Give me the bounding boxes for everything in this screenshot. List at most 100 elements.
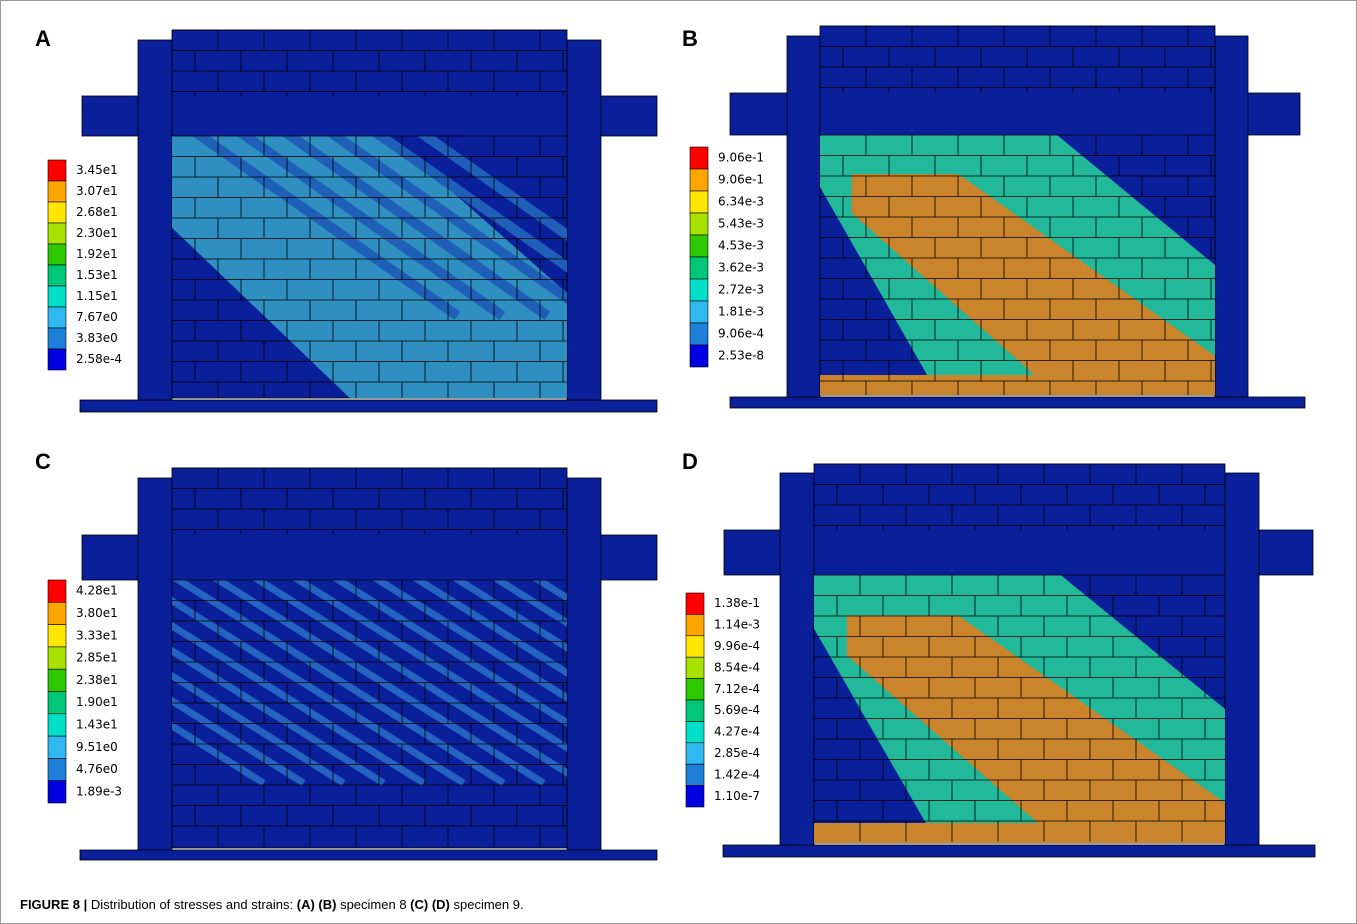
legend-swatch <box>47 624 67 648</box>
legend-label: 2.30e1 <box>76 226 118 240</box>
legend-label: 1.14e-3 <box>714 618 760 632</box>
stress-band <box>172 580 426 787</box>
legend-swatch <box>47 713 67 737</box>
legend-swatch <box>685 721 705 744</box>
base-beam <box>79 849 658 861</box>
stress-band <box>172 580 266 787</box>
stress-band <box>172 580 346 787</box>
legend-swatch <box>689 212 709 236</box>
legend-label: 9.06e-1 <box>718 151 764 165</box>
legend-label: 5.43e-3 <box>718 217 764 231</box>
legend-swatch <box>47 758 67 782</box>
legend-label: 3.45e1 <box>76 163 118 177</box>
legend-label: 4.27e-4 <box>714 725 760 739</box>
legend-label: 3.80e1 <box>76 606 118 620</box>
contour-region <box>172 136 567 398</box>
right-column <box>566 477 602 851</box>
legend-swatch <box>689 234 709 258</box>
stress-band <box>172 580 506 787</box>
legend-swatch <box>47 668 67 692</box>
legend-swatch <box>689 190 709 214</box>
legend-swatch <box>47 348 67 371</box>
legend-label: 2.58e-4 <box>76 352 122 366</box>
legend-label: 9.06e-4 <box>718 327 764 341</box>
contour-region <box>820 375 1215 395</box>
legend-swatch <box>47 159 67 182</box>
stress-band <box>378 580 567 787</box>
stress-band <box>338 580 567 787</box>
legend-swatch <box>47 601 67 625</box>
legend-label: 1.38e-1 <box>714 596 760 610</box>
legend-swatch <box>47 646 67 670</box>
legend-label: 5.69e-4 <box>714 703 760 717</box>
legend-label: 4.28e1 <box>76 584 118 598</box>
right-column <box>1214 35 1249 398</box>
legend-label: 1.15e1 <box>76 289 118 303</box>
legend-swatch <box>47 780 67 804</box>
panel-label: D <box>682 449 698 474</box>
stress-band <box>178 580 546 787</box>
caption: FIGURE 8 | Distribution of stresses and … <box>20 897 524 912</box>
legend-label: 2.85e1 <box>76 651 118 665</box>
legend-label: 2.53e-8 <box>718 349 764 363</box>
legend-swatch <box>685 635 705 658</box>
legend-label: 8.54e-4 <box>714 660 760 674</box>
legend-label: 3.07e1 <box>76 184 118 198</box>
right-column <box>566 39 602 401</box>
legend-label: 9.51e0 <box>76 740 118 754</box>
legend-label: 7.12e-4 <box>714 682 760 696</box>
legend-swatch <box>47 180 67 203</box>
stress-band <box>258 580 567 787</box>
legend-label: 3.62e-3 <box>718 261 764 275</box>
left-column <box>137 477 173 851</box>
legend-label: 2.85e-4 <box>714 746 760 760</box>
legend-label: 2.38e1 <box>76 673 118 687</box>
legend-swatch <box>685 785 705 808</box>
contour <box>814 575 1225 843</box>
caption-part: (C) (D) <box>410 897 450 912</box>
stress-band <box>458 580 567 787</box>
legend-swatch <box>47 306 67 329</box>
caption-part: Distribution of stresses and strains: <box>87 897 297 912</box>
left-column <box>779 472 815 846</box>
legend-swatch <box>685 656 705 679</box>
contour-region <box>846 615 1225 843</box>
caption-part: specimen 8 <box>336 897 410 912</box>
legend-swatch <box>47 285 67 308</box>
legend-swatch <box>689 344 709 368</box>
legend-swatch <box>47 264 67 287</box>
panel: D 1.38e-1 1.14e-3 9.96e-4 8.54e-4 7.12e-4 5.69… <box>682 449 1316 858</box>
legend-label: 2.68e1 <box>76 205 118 219</box>
legend-label: 9.06e-1 <box>718 173 764 187</box>
left-column <box>137 39 173 401</box>
legend-swatch <box>47 735 67 759</box>
legend-label: 1.53e1 <box>76 268 118 282</box>
panel-label: B <box>682 26 698 51</box>
legend-swatch <box>685 742 705 765</box>
legend-label: 7.67e0 <box>76 310 118 324</box>
legend-label: 4.76e0 <box>76 762 118 776</box>
base-beam <box>729 396 1306 409</box>
legend-swatch <box>689 146 709 170</box>
right-column <box>1224 472 1260 846</box>
legend-label: 3.83e0 <box>76 331 118 345</box>
base-beam <box>722 844 1316 858</box>
legend-label: 1.42e-4 <box>714 767 760 781</box>
legend-swatch <box>685 678 705 701</box>
legend-label: 9.96e-4 <box>714 639 760 653</box>
legend-swatch <box>47 201 67 224</box>
stress-band <box>172 580 306 787</box>
legend-swatch <box>685 763 705 786</box>
panel: A 3.45e1 3.07e1 2.68e1 2.30e1 1.92e1 1.53e1 1.1… <box>35 26 658 413</box>
legend-label: 6.34e-3 <box>718 195 764 209</box>
contour-region <box>814 823 1225 843</box>
panel-label: C <box>35 449 51 474</box>
stress-band <box>418 580 567 787</box>
panel: C 4.28e1 3.80e1 3.33e1 2.85e1 2.38e1 1.90e1 1.4… <box>35 449 658 861</box>
legend-swatch <box>47 691 67 715</box>
caption-part: specimen 9. <box>450 897 524 912</box>
legend-label: 1.43e1 <box>76 717 118 731</box>
legend-label: 3.33e1 <box>76 628 118 642</box>
left-column <box>786 35 821 398</box>
